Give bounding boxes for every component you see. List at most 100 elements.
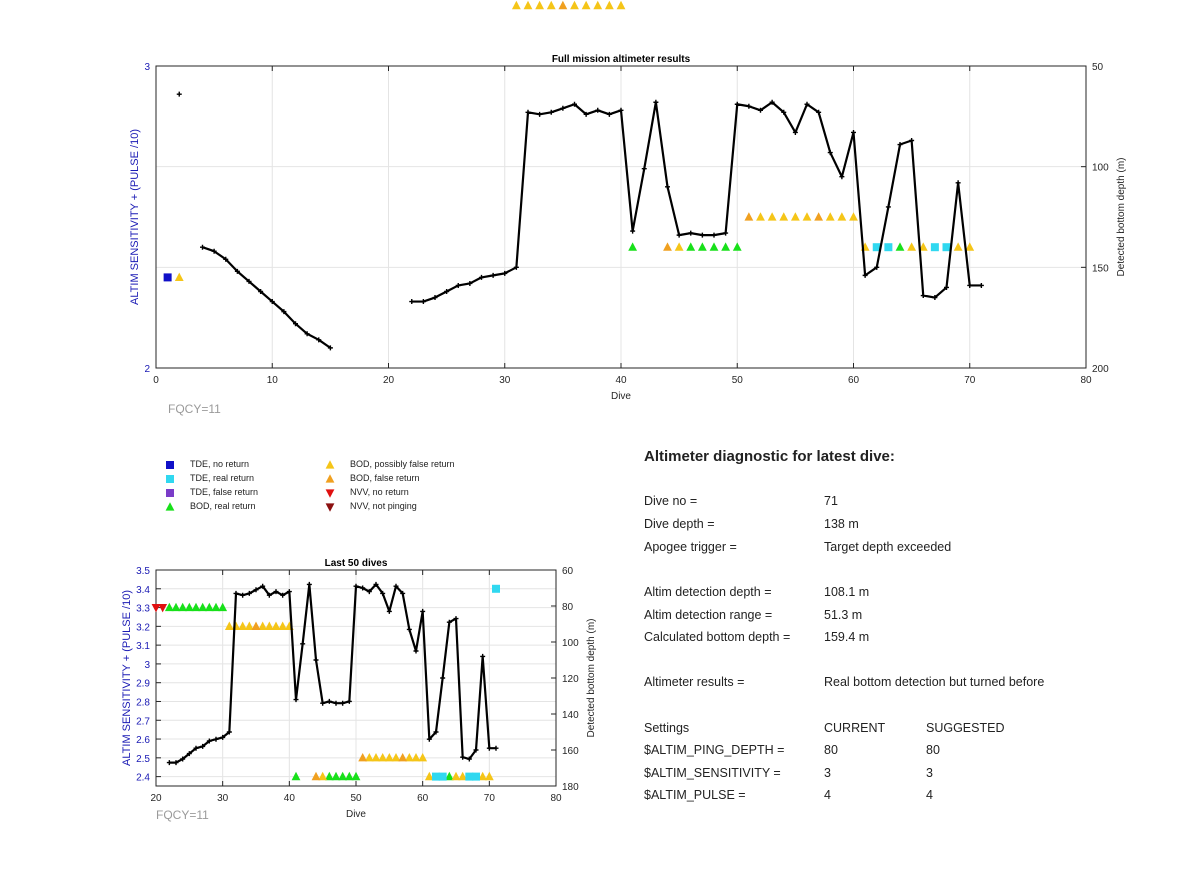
top-xlabel: Dive: [611, 391, 631, 402]
bottom-ytick-label: 3.5: [136, 566, 150, 577]
dive-depth-value: 138 m: [824, 517, 859, 531]
top-marker-bod_real_return: [697, 242, 707, 251]
full-mission-chart: 0 10 20 30 40 50 60 70 80 2 3 50 100 150 200 Full missi…: [129, 0, 1127, 402]
top-marker-tde_real_return: [930, 243, 939, 252]
bottom-marker-bod_possibly_false: [418, 753, 428, 762]
bottom-depth-point: [453, 616, 459, 622]
top-depth-point: [827, 150, 833, 156]
bottom-depth-point: [260, 583, 266, 589]
legend-marker-bod_false_return: [325, 474, 335, 483]
legend-label: NVV, no return: [350, 487, 409, 497]
bottom-marker-bod_possibly_false: [258, 621, 268, 630]
bottom-y2tick-label: 80: [562, 602, 574, 613]
bottom-depth-point: [353, 583, 359, 589]
top-depth-point: [316, 337, 322, 343]
bottom-marker-nvv_no_return: [158, 603, 168, 613]
sensitivity-suggested: 3: [926, 766, 933, 780]
top-marker-bod_possibly_false: [581, 0, 591, 10]
top-depth-point: [769, 99, 775, 105]
top-group: 0 10 20 30 40 50 60 70 80 2 3 50 100 150 200 Full missi…: [129, 0, 1127, 402]
top-depth-point: [630, 228, 636, 234]
top-depth-point: [281, 309, 287, 315]
top-marker-bod_false_return: [744, 212, 754, 221]
top-depth-point: [479, 274, 484, 280]
bottom-marker-bod_real_return: [218, 602, 228, 612]
legend-label: TDE, false return: [190, 487, 259, 497]
altimeter-results-label: Altimeter results =: [644, 675, 745, 689]
top-marker-bod_real_return: [732, 242, 742, 251]
bottom-depth-point: [326, 698, 332, 704]
top-depth-point: [513, 264, 519, 270]
legend-marker-shape: [166, 489, 174, 497]
top-depth-point: [572, 101, 577, 107]
bottom-marker-bod_possibly_false: [371, 753, 381, 762]
ping-depth-suggested: 80: [926, 743, 940, 757]
top-marker-bod_possibly_false: [837, 212, 847, 221]
top-depth-point: [258, 288, 264, 294]
top-ylabel: ALTIM SENSITIVITY + (PULSE /10): [129, 129, 141, 305]
bottom-ytick-label: 3.3: [136, 604, 150, 615]
bottom-depth-point: [393, 583, 399, 589]
bottom-ytick-label: 2.7: [136, 716, 150, 727]
altimeter-results-value: Real bottom detection but turned before: [824, 675, 1045, 689]
bottom-depth-point: [446, 619, 452, 625]
bottom-marker-bod_real_return: [171, 602, 181, 612]
top-depth-point: [699, 232, 705, 238]
bottom-depth-point: [313, 657, 319, 663]
settings-suggested-header: SUGGESTED: [926, 721, 1005, 735]
legend-marker-bod_possibly_false: [325, 460, 335, 469]
pulse-suggested: 4: [926, 788, 933, 802]
apogee-trigger-label: Apogee trigger =: [644, 540, 737, 554]
bottom-marker-bod_false_return: [358, 753, 368, 762]
top-depth-point: [583, 111, 589, 117]
top-depth-point: [978, 282, 984, 288]
top-y2tick-label: 150: [1092, 263, 1109, 274]
bottom-ytick-label: 3: [144, 660, 150, 671]
bottom-marker-bod_possibly_false: [271, 621, 281, 630]
sensitivity-current: 3: [824, 766, 831, 780]
top-depth-point: [955, 180, 961, 186]
top-y2tick-label: 100: [1092, 163, 1109, 174]
top-marker-bod_real_return: [686, 242, 696, 251]
bottom-xlabel: Dive: [346, 809, 366, 820]
bottom-depth-point: [380, 590, 386, 596]
legend-marker-tde_real_return: [166, 475, 174, 483]
top-marker-bod_possibly_false: [825, 212, 835, 221]
settings-current-header: CURRENT: [824, 721, 886, 735]
top-depth-point: [746, 103, 752, 109]
top-marker-bod_possibly_false: [767, 212, 777, 221]
top-marker-bod_real_return: [709, 242, 719, 251]
bottom-depth-point: [473, 747, 479, 753]
bottom-depth-point: [433, 729, 439, 735]
bottom-y2tick-label: 180: [562, 782, 579, 793]
top-depth-point: [606, 111, 612, 117]
bottom-marker-bod_real_return: [444, 771, 454, 781]
apogee-trigger-value: Target depth exceeded: [824, 540, 952, 554]
top-marker-bod_real_return: [628, 242, 638, 251]
legend-label: BOD, false return: [350, 473, 420, 483]
legend-marker-shape: [166, 475, 174, 483]
bottom-marker-bod_possibly_false: [224, 621, 234, 630]
legend-marker-shape: [325, 460, 335, 469]
altim-detection-depth-label: Altim detection depth =: [644, 585, 772, 599]
bottom-marker-bod_possibly_false: [484, 771, 494, 781]
bottom-depth-point: [306, 581, 312, 587]
top-xtick-label: 0: [153, 375, 159, 386]
top-depth-point: [909, 137, 915, 143]
bottom-marker-bod_possibly_false: [451, 771, 461, 781]
bottom-depth-point: [240, 592, 246, 598]
top-depth-point: [455, 282, 461, 288]
top-depth-point: [816, 109, 822, 115]
top-depth-point: [920, 293, 926, 299]
top-marker-bod_possibly_false: [779, 212, 789, 221]
top-depth-point: [711, 232, 717, 238]
bottom-ytick-label: 2.6: [136, 735, 150, 746]
bottom-xtick-label: 20: [150, 793, 162, 804]
top-depth-line: [411, 101, 982, 303]
bottom-depth-point: [226, 729, 232, 735]
bottom-ytick-label: 3.1: [136, 641, 150, 652]
top-title: Full mission altimeter results: [552, 54, 691, 65]
bottom-marker-bod_real_return: [331, 771, 341, 781]
bottom-xtick-label: 30: [217, 793, 229, 804]
top-y2label: Detected bottom depth (m): [1116, 158, 1127, 277]
